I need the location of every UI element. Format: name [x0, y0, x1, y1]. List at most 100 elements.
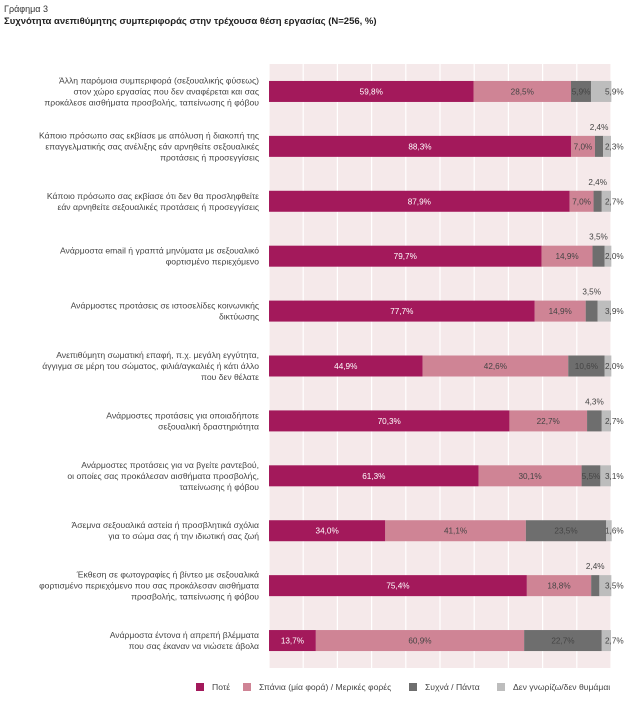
bar-segment	[592, 245, 605, 267]
data-label: 3,9%	[605, 307, 624, 316]
category-label: Άσεμνα σεξουαλικά αστεία ή προσβλητικά σ…	[71, 520, 259, 541]
legend-item-rarely: Σπάνια (μία φορά) / Μερικές φορές	[243, 682, 391, 692]
bar-segment	[525, 520, 607, 542]
chart-title: Συχνότητα ανεπιθύμητης συμπεριφοράς στην…	[4, 16, 377, 27]
data-label: 10,6%	[575, 362, 598, 371]
data-label: 2,3%	[605, 142, 624, 151]
data-label: 2,7%	[605, 637, 624, 646]
data-label: 42,6%	[484, 362, 507, 371]
data-label: 3,1%	[605, 472, 624, 481]
bar-segment	[269, 410, 510, 432]
data-label: 3,5%	[589, 233, 608, 242]
bar-segment	[269, 190, 570, 212]
data-label: 44,9%	[334, 362, 357, 371]
category-label: Ανάρμοστες προτάσεις σε ιστοσελίδες κοιν…	[71, 301, 259, 322]
bar-segment	[269, 300, 535, 322]
data-label: 14,9%	[549, 307, 572, 316]
bar-segment	[593, 190, 602, 212]
bar-segment	[524, 630, 602, 652]
bar-segment	[585, 300, 598, 322]
legend-item-often: Συχνά / Πάντα	[409, 682, 480, 692]
data-label: 2,7%	[605, 197, 624, 206]
data-label: 75,4%	[386, 582, 409, 591]
bar-segment	[606, 520, 612, 542]
bar-segment	[591, 80, 612, 102]
bar-segment	[591, 575, 600, 597]
data-label: 77,7%	[390, 307, 413, 316]
bar-segment	[604, 355, 612, 377]
legend-label-never: Ποτέ	[212, 682, 231, 692]
bar-segment	[569, 190, 594, 212]
data-label: 28,5%	[511, 87, 534, 96]
category-label: Κάποιο πρόσωπο σας εκβίασε με απόλυση ή …	[39, 130, 259, 162]
bar-segment	[597, 300, 611, 322]
bar-segment	[385, 520, 526, 542]
bar-segment	[603, 135, 611, 157]
category-label: Κάποιο πρόσωπο σας εκβίασε ότι δεν θα πρ…	[47, 191, 259, 212]
data-label: 2,0%	[605, 252, 624, 261]
category-label: Ανάρμοστες προτάσεις για οποιαδήποτε σεξο…	[106, 410, 259, 431]
data-label: 41,1%	[444, 527, 467, 536]
bar-segment	[269, 135, 571, 157]
legend-label-often: Συχνά / Πάντα	[425, 682, 480, 692]
data-label: 30,1%	[519, 472, 542, 481]
data-label: 3,5%	[582, 288, 601, 297]
data-label: 34,0%	[316, 527, 339, 536]
bar-segment	[570, 135, 595, 157]
bar-segment	[601, 190, 611, 212]
data-label: 3,5%	[605, 582, 624, 591]
bar-segment	[509, 410, 588, 432]
bar-segment	[478, 465, 582, 487]
bar-segment	[269, 355, 423, 377]
category-label: Ανάρμοστα έντονα ή απρεπή βλέμματα που σα…	[110, 630, 259, 651]
data-label: 5,5%	[582, 472, 601, 481]
category-label: Άλλη παρόμοια συμπεριφορά (σεξουαλικής φ…	[44, 75, 259, 107]
category-label: Έκθεση σε φωτογραφίες ή βίντεο με σεξουα…	[39, 570, 259, 602]
chart-legend: Ποτέ Σπάνια (μία φορά) / Μερικές φορές Σ…	[0, 682, 635, 698]
data-label: 4,3%	[585, 397, 604, 406]
category-label: Ανάρμοστες προτάσεις για να βγείτε ραντε…	[67, 460, 259, 492]
data-label: 2,4%	[590, 123, 609, 132]
data-label: 70,3%	[378, 417, 401, 426]
legend-swatch-often	[409, 683, 417, 691]
data-label: 7,0%	[572, 197, 591, 206]
bar-segment	[422, 355, 569, 377]
data-label: 61,3%	[362, 472, 385, 481]
data-label: 2,4%	[588, 178, 607, 187]
bar-segment	[315, 630, 525, 652]
data-label: 13,7%	[281, 637, 304, 646]
data-label: 7,0%	[574, 142, 593, 151]
data-label: 1,6%	[605, 527, 624, 536]
data-label: 22,7%	[537, 417, 560, 426]
legend-swatch-rarely	[243, 683, 251, 691]
bar-segment	[601, 630, 611, 652]
data-label: 22,7%	[551, 637, 574, 646]
data-label: 5,9%	[572, 87, 591, 96]
legend-item-dont-know: Δεν γνωρίζω/δεν θυμάμαι	[497, 682, 610, 692]
data-label: 87,9%	[408, 197, 431, 206]
bar-segment	[269, 80, 474, 102]
legend-swatch-never	[196, 683, 204, 691]
bar-segment	[269, 575, 527, 597]
stacked-bar-chart: Άλλη παρόμοια συμπεριφορά (σεξουαλικής φ…	[39, 64, 624, 668]
bar-segment	[587, 410, 602, 432]
legend-label-dont-know: Δεν γνωρίζω/δεν θυμάμαι	[513, 682, 611, 692]
bar-segment	[568, 355, 605, 377]
data-label: 79,7%	[394, 252, 417, 261]
data-label: 14,9%	[555, 252, 578, 261]
bar-segment	[581, 465, 601, 487]
bar-segment	[534, 300, 586, 322]
legend-swatch-dont-know	[497, 683, 505, 691]
bar-segment	[600, 465, 611, 487]
bar-segment	[269, 520, 386, 542]
bar-segment	[594, 135, 604, 157]
bar-segment	[570, 80, 592, 102]
data-label: 5,9%	[605, 87, 624, 96]
bar-segment	[599, 575, 612, 597]
bar-segment	[269, 465, 479, 487]
data-label: 2,7%	[605, 417, 624, 426]
bar-segment	[604, 245, 612, 267]
data-label: 59,8%	[360, 87, 383, 96]
data-label: 2,0%	[605, 362, 624, 371]
figure-label: Γράφημα 3	[4, 4, 49, 14]
